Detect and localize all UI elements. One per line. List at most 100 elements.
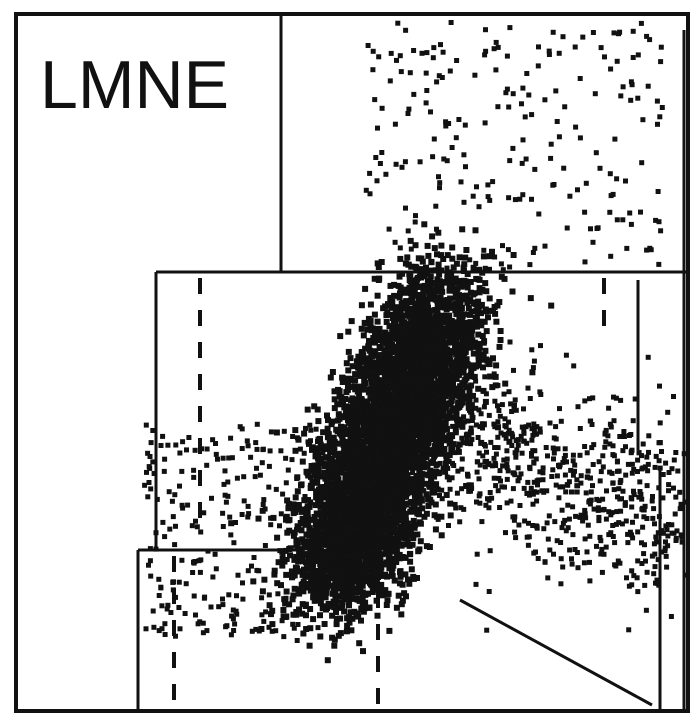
scatter-point [400, 341, 407, 348]
scatter-point [436, 271, 443, 278]
scatter-point [455, 348, 462, 355]
scatter-point [347, 538, 354, 545]
scatter-point [322, 603, 329, 610]
scatter-point [385, 389, 392, 396]
scatter-point [337, 615, 344, 622]
scatter-point [284, 497, 291, 504]
scatter-point [397, 255, 404, 262]
scatter-point [453, 366, 460, 373]
scatter-point [345, 558, 352, 565]
scatter-point [317, 493, 324, 500]
scatter-point [385, 530, 392, 537]
scatter-point [397, 508, 404, 515]
scatter-point [325, 497, 332, 504]
scatter-point [358, 579, 365, 586]
scatter-point [306, 642, 313, 649]
scatter-point [397, 375, 404, 382]
scatter-point [338, 397, 345, 404]
scatter-point [337, 580, 344, 587]
scatter-point [295, 558, 302, 565]
scatter-point [323, 462, 330, 469]
scatter-point [331, 642, 338, 649]
scatter-point [416, 339, 423, 346]
scatter-point [338, 480, 345, 487]
scatter-point [359, 595, 366, 601]
scatter-point [330, 434, 337, 441]
scatter-point [393, 604, 400, 611]
scatter-point [401, 350, 407, 357]
scatter-point [319, 576, 326, 583]
scatter-point [414, 300, 420, 307]
scatter-point [374, 441, 381, 448]
scatter-point [340, 584, 347, 591]
scatter-point [315, 471, 322, 478]
scatter-point [411, 401, 418, 408]
scatter-point [343, 389, 350, 396]
scatter-point [291, 505, 298, 512]
scatter-point [365, 315, 372, 322]
scatter-point [377, 333, 384, 340]
scatter-point [310, 594, 317, 601]
scatter-point [353, 416, 360, 423]
scatter-point [408, 566, 415, 573]
scatter-point [405, 576, 411, 583]
scatter-point [329, 483, 336, 490]
scatter-point [467, 289, 474, 296]
scatter-point [381, 378, 388, 385]
scatter-point [360, 513, 367, 520]
scatter-point [453, 260, 460, 267]
scatter-point [349, 467, 356, 474]
scatter-point [373, 558, 380, 565]
scatter-point [268, 611, 274, 618]
scatter-point [303, 531, 310, 538]
scatter-point [282, 600, 289, 607]
scatter-point [401, 590, 408, 597]
scatter-point [327, 374, 334, 381]
scatter-point [393, 519, 400, 526]
scatter-point [335, 461, 342, 468]
scatter-point [454, 321, 461, 328]
scatter-point [363, 561, 370, 568]
scatter-point [291, 556, 298, 563]
scatter-point [480, 351, 487, 358]
scatter-point [349, 363, 356, 370]
scatter-point [373, 577, 380, 584]
scatter-point [373, 462, 380, 469]
scatter-point [415, 283, 422, 290]
scatter-point [374, 582, 381, 589]
scatter-point [371, 368, 377, 375]
scatter-point [468, 332, 475, 339]
scatter-point [331, 636, 338, 643]
scatter-point [419, 296, 426, 303]
scatter-point [419, 446, 425, 453]
scatter-point [371, 275, 378, 282]
scatter-point [406, 310, 413, 317]
scatter-point [369, 510, 376, 516]
scatter-point [450, 441, 457, 448]
scatter-point [339, 434, 346, 441]
scatter-point [228, 520, 235, 527]
scatter-point [347, 419, 353, 426]
scatter-point [502, 380, 509, 387]
scatter-point [445, 320, 452, 326]
scatter-point [318, 588, 325, 595]
scatter-point [438, 532, 445, 539]
scatter-point [414, 336, 421, 343]
scatter-point [448, 359, 455, 366]
scatter-point [374, 514, 381, 521]
scatter-point [373, 568, 380, 575]
scatter-point [426, 409, 433, 415]
scatter-point [311, 472, 318, 479]
scatter-point [357, 519, 364, 526]
scatter-point [424, 423, 431, 430]
scatter-point [344, 459, 351, 466]
scatter-point [434, 308, 441, 314]
scatter-point [548, 302, 555, 309]
scatter-point [380, 389, 386, 396]
scatter-point [452, 294, 459, 301]
scatter-point [274, 580, 281, 587]
scatter-point [411, 524, 418, 531]
scatter-point [475, 353, 482, 360]
scatter-point [399, 401, 406, 407]
scatter-point [399, 497, 405, 504]
